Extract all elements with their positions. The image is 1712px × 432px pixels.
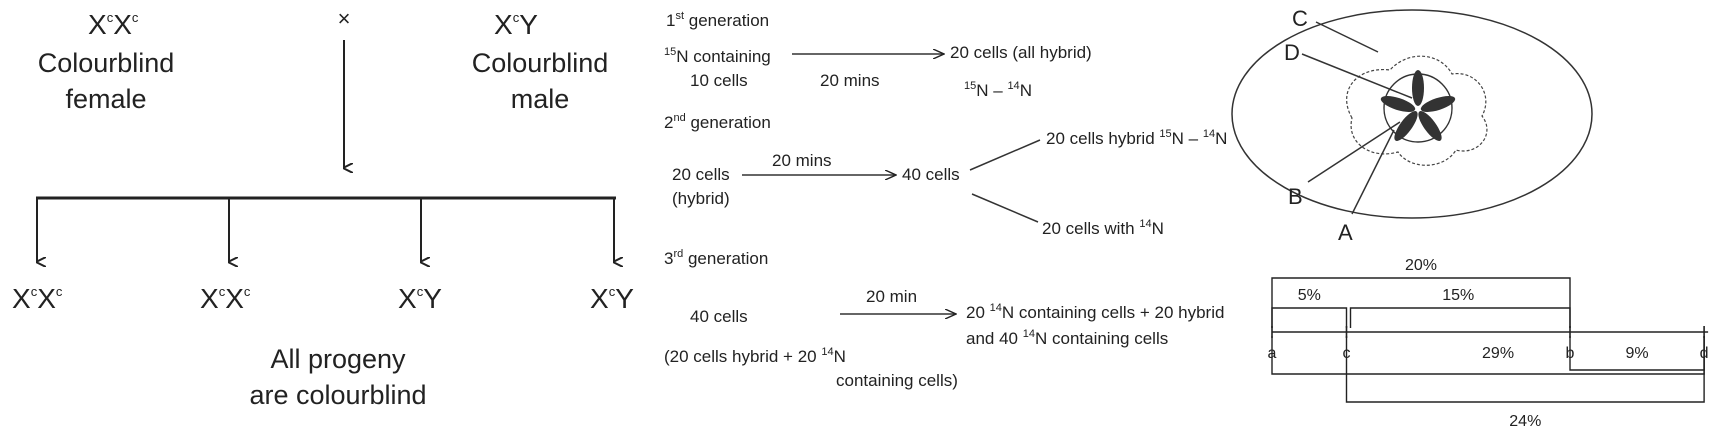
- gen1-heading: 1st generation: [666, 10, 769, 30]
- gen3-note-line1: (20 cells hybrid + 20 14N: [664, 346, 846, 366]
- replication-panel: 1st generation 15N containing 10 cells 2…: [664, 10, 1227, 390]
- gen3-note-line2: containing cells): [836, 371, 958, 390]
- gen2-mid: 40 cells: [902, 165, 960, 184]
- progeny-genotype-2: XcXc: [200, 283, 251, 314]
- distance-label-a-b: 20%: [1405, 257, 1437, 274]
- conclusion-line2: are colourblind: [249, 380, 426, 410]
- distance-label-b-d: 9%: [1625, 345, 1648, 362]
- gene-map-panel: a c b d20%5% 15%29% 9%24%: [1268, 257, 1709, 430]
- gen3-start: 40 cells: [690, 307, 748, 326]
- gen3-time: 20 min: [866, 287, 917, 306]
- colourblind-cross-panel: XcXc Colourblind female × XcY Colourblin…: [12, 6, 634, 410]
- label-c: C: [1292, 6, 1308, 31]
- progeny-genotype-1: XcXc: [12, 283, 63, 314]
- male-label-line1: Colourblind: [472, 48, 609, 78]
- gen2-start-line1: 20 cells: [672, 165, 730, 184]
- label-d: D: [1284, 40, 1300, 65]
- petal-3: [1418, 111, 1442, 141]
- petal-5: [1380, 96, 1416, 112]
- gen1-result: 20 cells (all hybrid): [950, 43, 1092, 62]
- petal-4: [1394, 111, 1418, 141]
- pointer-c: [1315, 21, 1379, 53]
- conclusion-line1: All progeny: [270, 344, 406, 374]
- gen2-heading: 2nd generation: [664, 112, 771, 132]
- distance-label-a-d: 29%: [1482, 345, 1514, 362]
- gen2-branch-line-a: [969, 139, 1041, 171]
- gen3-result-line1: 20 14N containing cells + 20 hybrid: [966, 302, 1224, 322]
- progeny-genotype-4: XcY: [590, 283, 634, 314]
- gen1-result-isotopes: 15N – 14N: [964, 80, 1032, 100]
- cross-symbol: ×: [338, 6, 351, 31]
- gen2-start-line2: (hybrid): [672, 189, 730, 208]
- female-genotype: XcXc: [88, 9, 139, 40]
- label-b: B: [1288, 184, 1303, 209]
- gen3-result-line2: and 40 14N containing cells: [966, 328, 1168, 348]
- bracket-c-b: [1349, 307, 1571, 328]
- label-a: A: [1338, 220, 1353, 245]
- gen2-branch-b: 20 cells with 14N: [1042, 218, 1164, 238]
- petal-2: [1420, 96, 1456, 112]
- gen3-heading: 3rd generation: [664, 248, 768, 268]
- progeny-genotype-3: XcY: [398, 283, 442, 314]
- gen2-branch-a: 20 cells hybrid 15N – 14N: [1046, 128, 1227, 148]
- distance-label-c-b: 15%: [1442, 287, 1474, 304]
- gen2-branch-line-b: [971, 193, 1039, 223]
- male-genotype: XcY: [494, 9, 538, 40]
- male-label-line2: male: [511, 84, 570, 114]
- pointer-d: [1301, 53, 1413, 99]
- gen1-time: 20 mins: [820, 71, 880, 90]
- inner-lobed-outline: [1346, 55, 1488, 166]
- outer-ellipse: [1231, 9, 1593, 219]
- distance-label-c-d: 24%: [1509, 413, 1541, 430]
- female-label-line2: female: [65, 84, 146, 114]
- gen2-time: 20 mins: [772, 151, 832, 170]
- female-label-line1: Colourblind: [38, 48, 175, 78]
- bracket-c-d: [1345, 336, 1705, 403]
- petal-1: [1412, 70, 1424, 106]
- gen1-start-cells: 10 cells: [690, 71, 748, 90]
- bracket-a-c: [1271, 307, 1348, 328]
- gen1-start-line1: 15N containing: [664, 46, 771, 66]
- pointer-b: [1307, 121, 1401, 183]
- pointer-a: [1351, 129, 1395, 215]
- distance-label-a-c: 5%: [1298, 287, 1321, 304]
- structure-drawing-panel: C D B A: [1231, 6, 1593, 245]
- bracket-a-b: [1271, 277, 1571, 328]
